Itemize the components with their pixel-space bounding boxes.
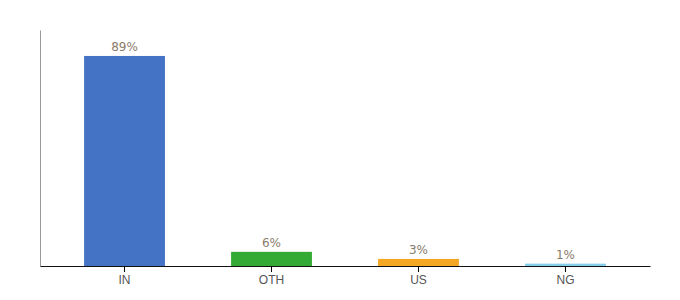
bar <box>378 259 459 266</box>
data-label: 6% <box>262 236 281 250</box>
data-labels: 89% 6% 3% 1% <box>111 40 575 262</box>
data-label: 3% <box>409 243 428 257</box>
y-axis-line <box>40 31 41 267</box>
x-tick-mark <box>418 266 419 272</box>
x-tick: IN <box>119 266 131 287</box>
x-tick-mark <box>271 266 272 272</box>
x-tick-label: OTH <box>259 273 284 287</box>
x-tick-mark <box>124 266 125 272</box>
y-axis <box>40 31 41 267</box>
x-tick: OTH <box>259 266 284 287</box>
plot: IN OTH US NG 89% 6% 3% 1% <box>41 31 651 287</box>
bar <box>525 264 606 266</box>
x-tick-mark <box>565 266 566 272</box>
data-label: 1% <box>556 248 575 262</box>
x-tick-label: NG <box>556 273 574 287</box>
bar <box>84 56 165 266</box>
bar <box>231 252 312 266</box>
x-tick-label: IN <box>119 273 131 287</box>
x-axis: IN OTH US NG <box>41 266 651 287</box>
x-tick-label: US <box>410 273 427 287</box>
bars <box>84 56 606 266</box>
data-label: 89% <box>111 40 138 54</box>
chart: IN OTH US NG 89% 6% 3% 1% <box>0 0 680 300</box>
x-tick: US <box>410 266 427 287</box>
x-axis-line <box>41 266 651 267</box>
x-tick: NG <box>556 266 574 287</box>
